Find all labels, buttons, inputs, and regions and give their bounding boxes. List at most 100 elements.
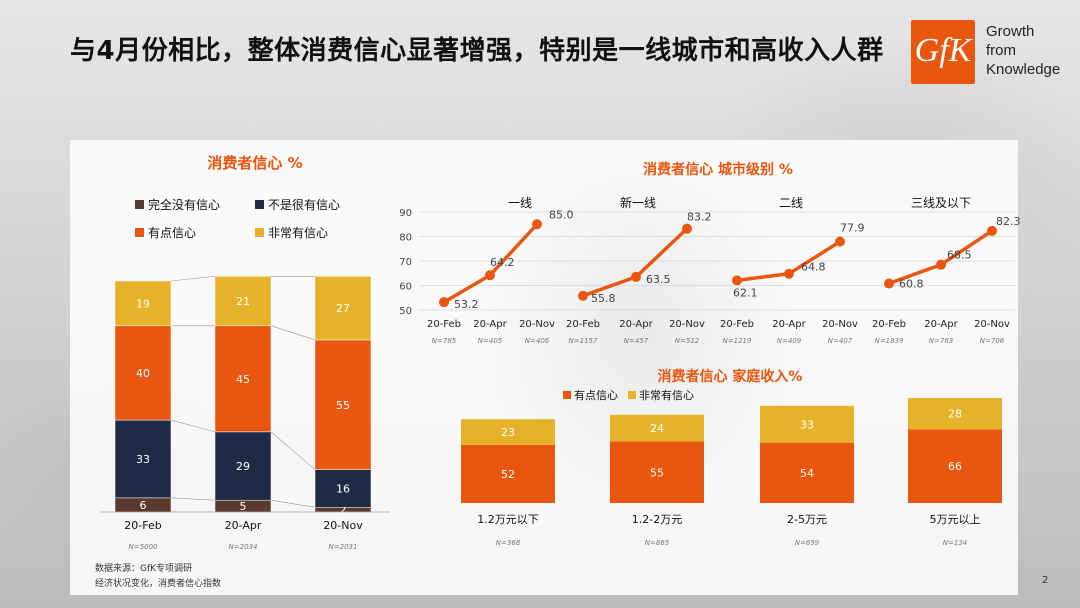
data-point (631, 271, 641, 282)
data-point (884, 278, 894, 289)
data-point (682, 223, 692, 234)
legend-label: 有点信心 (148, 226, 196, 240)
connector-line (270, 431, 316, 470)
data-point (732, 275, 742, 286)
sample-size-label: N=368 (496, 539, 521, 547)
sample-size-label: N=763 (929, 337, 953, 345)
sample-size-label: N=659 (795, 539, 820, 547)
x-tick-label: 20-Feb (566, 319, 600, 330)
x-tick-label: 20-Feb (720, 319, 754, 330)
chart-title: 消费者信心 % (207, 154, 302, 172)
series-line (888, 229, 993, 286)
source-note-detail: 经济状况变化，消费者信心指数 (95, 579, 222, 589)
bar-segment (760, 405, 854, 443)
bar-segment (908, 429, 1002, 503)
group-label: 二线 (779, 196, 803, 210)
legend-swatch (135, 200, 144, 209)
x-tick-label: 20-Nov (974, 319, 1010, 330)
legend-label: 有点信心 (574, 388, 618, 402)
bar-segment (314, 339, 372, 470)
x-tick-label: 20-Nov (669, 319, 705, 330)
legend-label: 完全没有信心 (148, 197, 220, 212)
data-label: 24 (650, 422, 664, 435)
data-label: 33 (136, 453, 150, 466)
chart-title: 消费者信心 城市级别 % (643, 161, 793, 178)
data-label: 55 (336, 399, 350, 412)
data-label: 68.5 (947, 249, 972, 262)
bar-segment (610, 414, 704, 442)
data-label: 77.9 (840, 222, 865, 235)
data-point (578, 290, 588, 301)
bar-segment (314, 276, 372, 341)
bar-segment (461, 444, 555, 503)
x-tick-label: 20-Nov (519, 319, 555, 330)
legend-swatch (563, 391, 571, 399)
group-label: 新一线 (620, 195, 656, 210)
data-label: 23 (501, 426, 515, 439)
data-label: 62.1 (733, 286, 758, 299)
sample-size-label: N=406 (525, 337, 550, 345)
legend-label: 非常有信心 (268, 226, 328, 240)
sample-size-label: N=865 (645, 539, 670, 547)
bar-segment (114, 280, 172, 327)
y-tick-label: 80 (399, 233, 412, 244)
data-label: 27 (336, 302, 350, 315)
x-tick-label: 20-Feb (872, 319, 906, 330)
connector-line (170, 497, 216, 501)
data-label: 5 (240, 500, 247, 513)
data-point (835, 236, 845, 247)
y-tick-label: 90 (399, 208, 412, 219)
data-label: 40 (136, 367, 150, 380)
data-label: 29 (236, 460, 250, 473)
x-tick-label: 20-Nov (822, 319, 858, 330)
x-tick-label: 20-Apr (225, 519, 262, 532)
legend-swatch (255, 200, 264, 209)
source-note: 数据来源：GfK专项调研 (95, 564, 193, 574)
data-label: 63.5 (646, 273, 671, 286)
data-point (936, 259, 946, 270)
bar-segment (760, 442, 854, 503)
sample-size-label: N=1157 (569, 337, 598, 345)
sample-size-label: N=706 (980, 337, 1005, 345)
data-label: 2 (340, 504, 347, 517)
sample-size-label: N=785 (432, 337, 457, 345)
logo-text: GfK (914, 32, 972, 69)
page-title: 与4月份相比，整体消费信心显著增强，特别是一线城市和高收入人群 (70, 36, 884, 66)
data-point (784, 268, 794, 279)
group-label: 一线 (508, 196, 532, 210)
data-label: 53.2 (454, 298, 479, 311)
y-tick-label: 70 (399, 257, 412, 268)
chart-title: 消费者信心 家庭收入% (658, 368, 803, 385)
bar-segment (214, 325, 272, 433)
sample-size-label: N=1219 (723, 337, 752, 345)
y-tick-label: 60 (399, 282, 412, 293)
x-tick-label: 20-Feb (427, 319, 461, 330)
data-point (532, 219, 542, 230)
y-tick-label: 50 (399, 306, 412, 317)
x-tick-label: 1.2-2万元 (632, 513, 682, 526)
bar-segment (314, 469, 372, 508)
x-tick-label: 20-Apr (473, 319, 507, 330)
data-label: 33 (800, 418, 814, 431)
sample-size-label: N=2034 (229, 543, 258, 551)
sample-size-label: N=134 (943, 539, 967, 547)
x-tick-label: 2-5万元 (787, 513, 827, 526)
data-label: 60.8 (899, 278, 924, 291)
sample-size-label: N=5000 (129, 543, 158, 551)
sample-size-label: N=407 (828, 337, 853, 345)
bar-segment (114, 419, 172, 499)
data-label: 21 (236, 295, 250, 308)
data-point (987, 225, 997, 236)
tagline: Growth from Knowledge (986, 22, 1076, 79)
data-label: 19 (136, 297, 150, 310)
data-label: 64.8 (801, 261, 826, 274)
page-number: 2 (1042, 575, 1049, 586)
sample-size-label: N=2031 (329, 543, 358, 551)
connector-line (170, 419, 216, 433)
data-point (439, 297, 449, 308)
data-point (485, 270, 495, 281)
data-label: 45 (236, 373, 250, 386)
connector-line (270, 325, 316, 341)
data-label: 82.3 (996, 215, 1021, 228)
